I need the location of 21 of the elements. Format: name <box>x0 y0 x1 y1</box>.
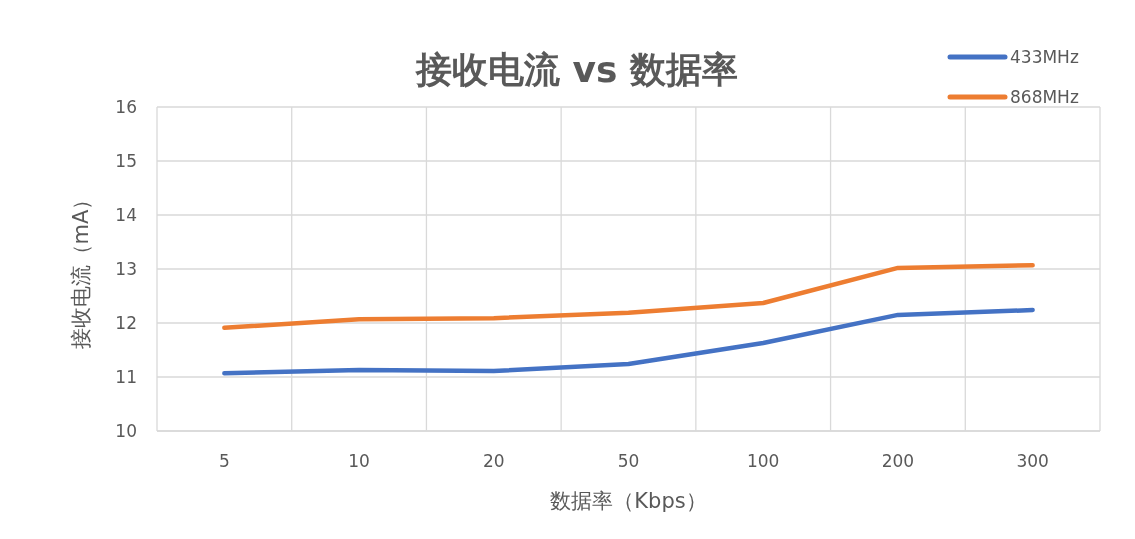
y-axis-title: 接收电流（mA） <box>69 188 93 350</box>
y-tick-label: 11 <box>115 367 137 387</box>
x-axis-title: 数据率（Kbps） <box>550 489 707 513</box>
line-series <box>222 307 1035 376</box>
x-tick-label: 20 <box>482 451 505 471</box>
x-tick-label: 300 <box>1016 451 1049 471</box>
x-tick-label: 200 <box>881 451 915 471</box>
x-tick-label: 100 <box>746 451 780 471</box>
x-tick-label: 5 <box>218 451 230 471</box>
legend-label: 868MHz <box>1010 87 1079 107</box>
y-tick-label: 13 <box>115 259 137 279</box>
y-tick-label: 12 <box>115 313 137 333</box>
y-tick-label: 16 <box>115 97 137 117</box>
x-tick-label: 10 <box>348 451 370 471</box>
y-tick-label: 15 <box>115 151 137 171</box>
chart-title: 接收电流 vs 数据率 <box>415 49 738 90</box>
y-tick-label: 14 <box>115 205 137 225</box>
x-tick-label: 50 <box>617 451 640 471</box>
legend-label: 433MHz <box>1010 47 1079 67</box>
y-tick-label: 10 <box>115 421 137 441</box>
line-series <box>222 262 1035 331</box>
